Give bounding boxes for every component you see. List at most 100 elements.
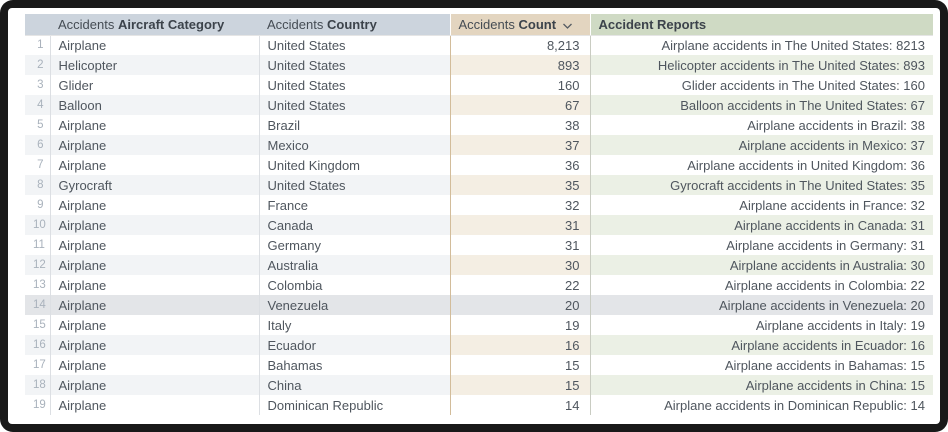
column-prefix: Accidents <box>267 16 324 32</box>
aircraft-category-cell: Airplane <box>50 255 260 275</box>
aircraft-category-cell: Airplane <box>50 195 260 215</box>
aircraft-category-cell: Airplane <box>50 295 260 315</box>
column-label: Accident Reports <box>598 16 707 32</box>
report-cell: Gyrocraft accidents in The United States… <box>590 175 933 195</box>
report-cell: Helicopter accidents in The United State… <box>590 55 933 75</box>
aircraft-category-cell: Airplane <box>50 315 260 335</box>
row-number-cell: 9 <box>25 195 51 215</box>
report-cell: Glider accidents in The United States: 1… <box>590 75 933 95</box>
table-viewport: Accidents Aircraft Category Accidents Co… <box>8 8 940 424</box>
count-cell: 38 <box>449 115 591 135</box>
report-cell: Airplane accidents in Venezuela: 20 <box>590 295 933 315</box>
aircraft-category-cell: Gyrocraft <box>50 175 260 195</box>
table-row[interactable]: 2 Helicopter United States 893 Helicopter ac… <box>25 55 933 75</box>
row-number-cell: 13 <box>25 275 51 295</box>
country-cell: Germany <box>259 235 450 255</box>
table-row[interactable]: 18 Airplane China 15 Airplane accidents in C… <box>25 375 933 395</box>
table-row[interactable]: 12 Airplane Australia 30 Airplane accidents … <box>25 255 933 275</box>
table-row[interactable]: 13 Airplane Colombia 22 Airplane accidents i… <box>25 275 933 295</box>
count-cell: 22 <box>449 275 591 295</box>
aircraft-category-cell: Airplane <box>50 115 260 135</box>
table-row[interactable]: 9 Airplane France 32 Airplane accidents in F… <box>25 195 933 215</box>
report-cell: Airplane accidents in China: 15 <box>590 375 933 395</box>
column-label: Count <box>518 16 557 32</box>
country-cell: Ecuador <box>259 335 450 355</box>
report-cell: Airplane accidents in Bahamas: 15 <box>590 355 933 375</box>
table-row[interactable]: 16 Airplane Ecuador 16 Airplane accidents in… <box>25 335 933 355</box>
report-cell: Airplane accidents in Dominican Republic… <box>590 395 933 415</box>
table-row[interactable]: 1 Airplane United States 8,213 Airplane acci… <box>25 35 933 55</box>
row-number-cell: 6 <box>25 135 51 155</box>
row-number-cell: 19 <box>25 395 51 415</box>
column-header-aircraft-category[interactable]: Accidents Aircraft Category <box>50 14 259 36</box>
table-row[interactable]: 11 Airplane Germany 31 Airplane accidents in… <box>25 235 933 255</box>
country-cell: United States <box>259 75 450 95</box>
report-cell: Balloon accidents in The United States: … <box>590 95 933 115</box>
row-number-cell: 12 <box>25 255 51 275</box>
report-cell: Airplane accidents in Australia: 30 <box>590 255 933 275</box>
column-header-count[interactable]: Accidents Count <box>449 14 591 36</box>
aircraft-category-cell: Airplane <box>50 335 260 355</box>
report-cell: Airplane accidents in Ecuador: 16 <box>590 335 933 355</box>
table-row[interactable]: 14 Airplane Venezuela 20 Airplane accidents … <box>25 295 933 315</box>
count-cell: 31 <box>449 235 591 255</box>
count-cell: 893 <box>449 55 591 75</box>
country-cell: United States <box>259 55 450 75</box>
table-row[interactable]: 10 Airplane Canada 31 Airplane accidents in … <box>25 215 933 235</box>
column-label: Aircraft Category <box>118 16 225 32</box>
aircraft-category-cell: Airplane <box>50 395 260 415</box>
country-cell: Canada <box>259 215 450 235</box>
aircraft-category-cell: Helicopter <box>50 55 260 75</box>
table-row[interactable]: 7 Airplane United Kingdom 36 Airplane accide… <box>25 155 933 175</box>
row-number-cell: 18 <box>25 375 51 395</box>
country-cell: Venezuela <box>259 295 450 315</box>
report-cell: Airplane accidents in Canada: 31 <box>590 215 933 235</box>
chevron-down-icon <box>562 22 573 30</box>
row-number-cell: 15 <box>25 315 51 335</box>
country-cell: Australia <box>259 255 450 275</box>
country-cell: United Kingdom <box>259 155 450 175</box>
table-row[interactable]: 19 Airplane Dominican Republic 14 Airplane a… <box>25 395 933 415</box>
report-cell: Airplane accidents in France: 32 <box>590 195 933 215</box>
country-cell: United States <box>259 95 450 115</box>
count-cell: 160 <box>449 75 591 95</box>
table-row[interactable]: 5 Airplane Brazil 38 Airplane accidents in B… <box>25 115 933 135</box>
report-cell: Airplane accidents in Brazil: 38 <box>590 115 933 135</box>
count-cell: 37 <box>449 135 591 155</box>
row-number-cell: 8 <box>25 175 51 195</box>
row-number-cell: 5 <box>25 115 51 135</box>
country-cell: United States <box>259 175 450 195</box>
column-header-country[interactable]: Accidents Country <box>259 14 450 36</box>
count-cell: 31 <box>449 215 591 235</box>
aircraft-category-cell: Airplane <box>50 215 260 235</box>
count-cell: 36 <box>449 155 591 175</box>
table-row[interactable]: 17 Airplane Bahamas 15 Airplane accidents in… <box>25 355 933 375</box>
country-cell: Bahamas <box>259 355 450 375</box>
count-cell: 30 <box>449 255 591 275</box>
table-row[interactable]: 3 Glider United States 160 Glider accidents … <box>25 75 933 95</box>
accidents-table: Accidents Aircraft Category Accidents Co… <box>25 14 933 415</box>
aircraft-category-cell: Airplane <box>50 355 260 375</box>
report-cell: Airplane accidents in Mexico: 37 <box>590 135 933 155</box>
country-cell: United States <box>259 35 450 55</box>
aircraft-category-cell: Airplane <box>50 275 260 295</box>
row-number-cell: 4 <box>25 95 51 115</box>
report-cell: Airplane accidents in United Kingdom: 36 <box>590 155 933 175</box>
row-number-cell: 2 <box>25 55 51 75</box>
count-cell: 16 <box>449 335 591 355</box>
country-cell: Brazil <box>259 115 450 135</box>
table-row[interactable]: 4 Balloon United States 67 Balloon accidents… <box>25 95 933 115</box>
table-body: 1 Airplane United States 8,213 Airplane acci… <box>25 35 933 415</box>
count-cell: 67 <box>449 95 591 115</box>
column-header-accident-reports[interactable]: Accident Reports <box>590 14 933 36</box>
row-number-cell: 11 <box>25 235 51 255</box>
count-cell: 32 <box>449 195 591 215</box>
table-row[interactable]: 8 Gyrocraft United States 35 Gyrocraft accid… <box>25 175 933 195</box>
count-cell: 15 <box>449 355 591 375</box>
count-cell: 14 <box>449 395 591 415</box>
row-number-cell: 1 <box>25 35 51 55</box>
table-row[interactable]: 6 Airplane Mexico 37 Airplane accidents in M… <box>25 135 933 155</box>
country-cell: Dominican Republic <box>259 395 450 415</box>
table-row[interactable]: 15 Airplane Italy 19 Airplane accidents in I… <box>25 315 933 335</box>
